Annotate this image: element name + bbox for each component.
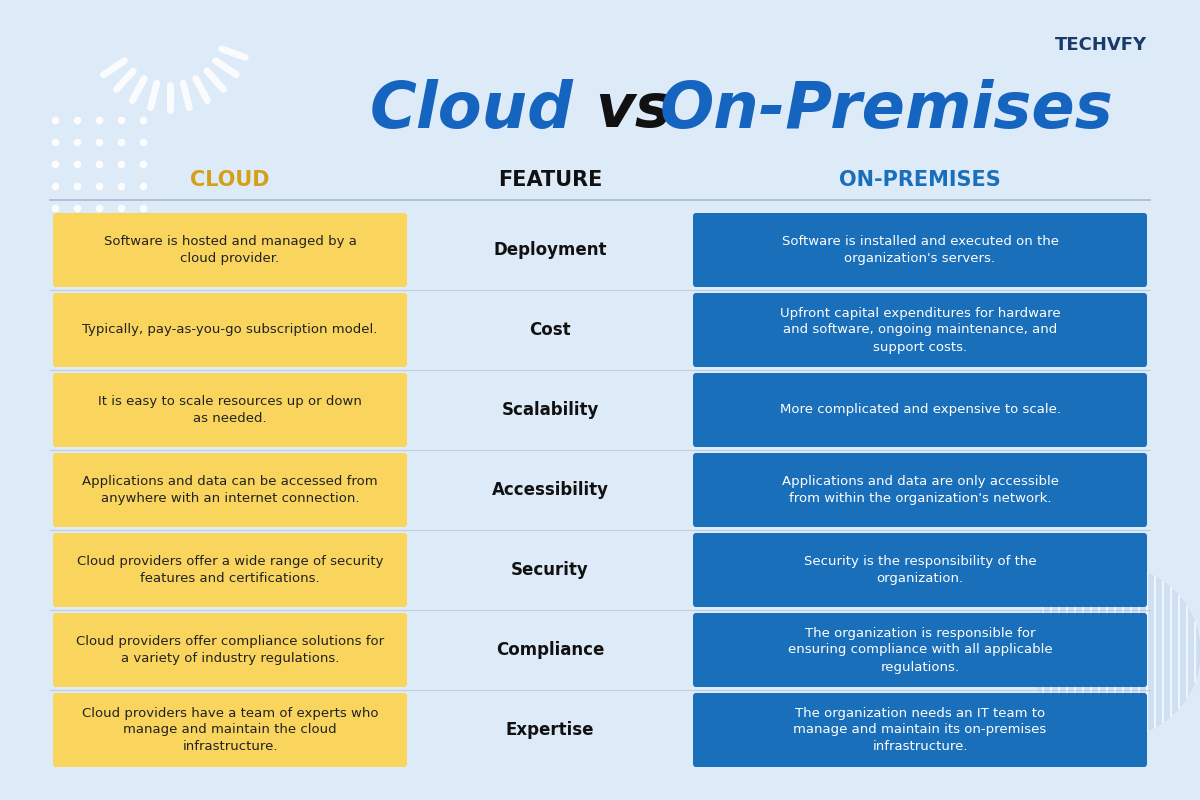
Text: Cloud providers have a team of experts who
manage and maintain the cloud
infrast: Cloud providers have a team of experts w…: [82, 706, 378, 754]
Text: Security is the responsibility of the
organization.: Security is the responsibility of the or…: [804, 555, 1037, 585]
FancyBboxPatch shape: [53, 373, 407, 447]
Text: Upfront capital expenditures for hardware
and software, ongoing maintenance, and: Upfront capital expenditures for hardwar…: [780, 306, 1061, 354]
Text: Security: Security: [511, 561, 589, 579]
Text: Cloud providers offer compliance solutions for
a variety of industry regulations: Cloud providers offer compliance solutio…: [76, 635, 384, 665]
FancyBboxPatch shape: [53, 613, 407, 687]
FancyBboxPatch shape: [694, 293, 1147, 367]
FancyBboxPatch shape: [53, 213, 407, 287]
Text: ON-PREMISES: ON-PREMISES: [839, 170, 1001, 190]
FancyBboxPatch shape: [694, 213, 1147, 287]
Circle shape: [1030, 567, 1200, 737]
FancyBboxPatch shape: [694, 453, 1147, 527]
Text: TECHVFY: TECHVFY: [1055, 36, 1147, 54]
Text: Applications and data can be accessed from
anywhere with an internet connection.: Applications and data can be accessed fr…: [82, 475, 378, 505]
Text: Typically, pay-as-you-go subscription model.: Typically, pay-as-you-go subscription mo…: [83, 323, 378, 337]
FancyBboxPatch shape: [53, 533, 407, 607]
FancyBboxPatch shape: [694, 373, 1147, 447]
Text: vs: vs: [595, 81, 671, 139]
Text: CLOUD: CLOUD: [191, 170, 270, 190]
Text: The organization is responsible for
ensuring compliance with all applicable
regu: The organization is responsible for ensu…: [787, 626, 1052, 674]
Text: Cloud providers offer a wide range of security
features and certifications.: Cloud providers offer a wide range of se…: [77, 555, 383, 585]
Text: Applications and data are only accessible
from within the organization's network: Applications and data are only accessibl…: [781, 475, 1058, 505]
FancyBboxPatch shape: [53, 693, 407, 767]
Text: The organization needs an IT team to
manage and maintain its on-premises
infrast: The organization needs an IT team to man…: [793, 706, 1046, 754]
Text: Deployment: Deployment: [493, 241, 607, 259]
Text: On-Premises: On-Premises: [660, 79, 1114, 141]
Text: FEATURE: FEATURE: [498, 170, 602, 190]
Text: Software is hosted and managed by a
cloud provider.: Software is hosted and managed by a clou…: [103, 235, 356, 265]
FancyBboxPatch shape: [53, 453, 407, 527]
Text: Scalability: Scalability: [502, 401, 599, 419]
Text: Software is installed and executed on the
organization's servers.: Software is installed and executed on th…: [781, 235, 1058, 265]
Text: It is easy to scale resources up or down
as needed.: It is easy to scale resources up or down…: [98, 395, 362, 425]
Text: Expertise: Expertise: [505, 721, 594, 739]
Text: Compliance: Compliance: [496, 641, 604, 659]
Text: Cloud: Cloud: [370, 79, 574, 141]
FancyBboxPatch shape: [694, 613, 1147, 687]
Text: More complicated and expensive to scale.: More complicated and expensive to scale.: [780, 403, 1061, 417]
Text: Cost: Cost: [529, 321, 571, 339]
FancyBboxPatch shape: [694, 533, 1147, 607]
Text: Accessibility: Accessibility: [492, 481, 608, 499]
FancyBboxPatch shape: [53, 293, 407, 367]
FancyBboxPatch shape: [694, 693, 1147, 767]
